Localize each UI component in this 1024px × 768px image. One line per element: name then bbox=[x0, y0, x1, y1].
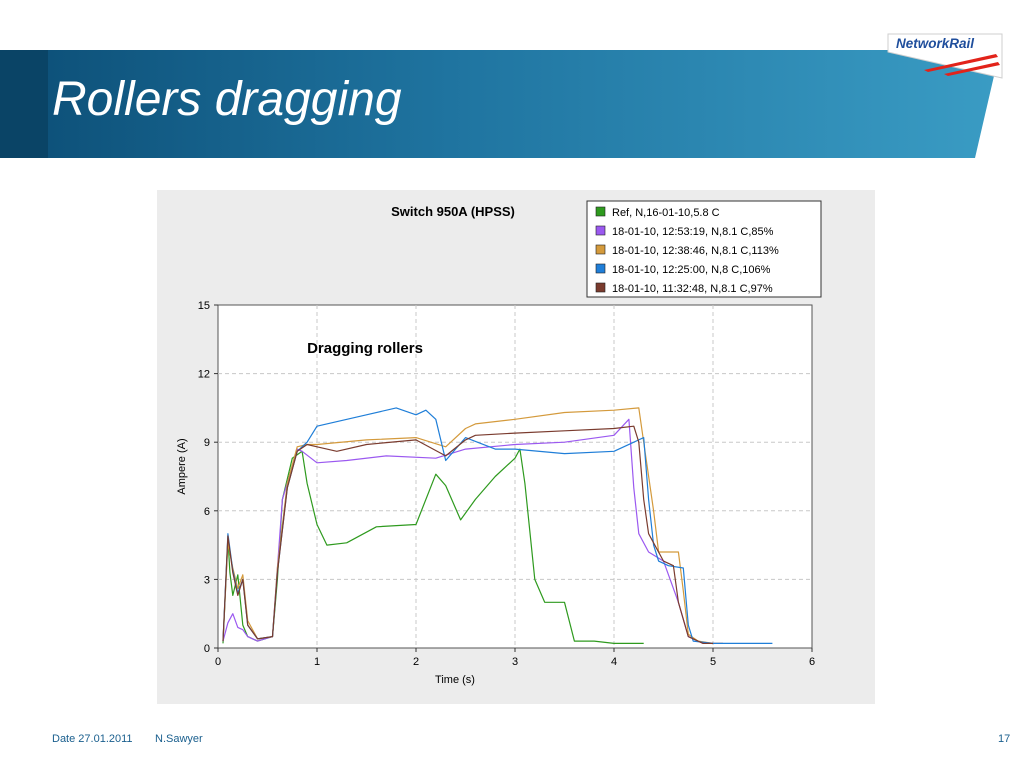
network-rail-logo: NetworkRail bbox=[887, 33, 1003, 79]
y-tick-label: 0 bbox=[204, 643, 210, 655]
legend-box bbox=[586, 200, 822, 298]
footer-author: N.Sawyer bbox=[155, 733, 203, 745]
footer-date: Date 27.01.2011 bbox=[52, 733, 133, 745]
legend-label-2: 18-01-10, 12:53:19, N,8.1 C,85% bbox=[612, 226, 774, 238]
title-banner bbox=[0, 50, 1000, 158]
y-tick-label: 15 bbox=[198, 300, 210, 312]
x-tick-label: 3 bbox=[512, 656, 518, 668]
legend-swatch-1 bbox=[595, 206, 606, 217]
y-axis-label: Ampere (A) bbox=[176, 438, 188, 494]
legend-swatch-5 bbox=[595, 282, 606, 293]
chart-annotation: Dragging rollers bbox=[307, 340, 423, 357]
legend-label-3: 18-01-10, 12:38:46, N,8.1 C,113% bbox=[612, 245, 779, 257]
svg-text:NetworkRail: NetworkRail bbox=[896, 36, 974, 51]
x-tick-label: 6 bbox=[809, 656, 815, 668]
y-tick-label: 12 bbox=[198, 369, 210, 381]
chart-title: Switch 950A (HPSS) bbox=[391, 204, 515, 219]
x-tick-label: 5 bbox=[710, 656, 716, 668]
y-tick-label: 3 bbox=[204, 574, 210, 586]
legend-swatch-2 bbox=[595, 225, 606, 236]
title-banner-edge bbox=[0, 50, 48, 158]
slide-title: Rollers dragging bbox=[52, 73, 402, 126]
y-tick-label: 9 bbox=[204, 437, 210, 449]
series-line-5 bbox=[222, 425, 713, 644]
chart-panel: Switch 950A (HPSS) 0 1 2 3 4 5 6 0 3 6 9 12 15 Time (… bbox=[157, 190, 875, 704]
x-tick-label: 4 bbox=[611, 656, 617, 668]
x-tick-label: 0 bbox=[215, 656, 221, 668]
legend-swatch-3 bbox=[595, 244, 606, 255]
footer-page-number: 17 bbox=[998, 733, 1011, 745]
y-tick-label: 6 bbox=[204, 506, 210, 518]
legend-label-1: Ref, N,16-01-10,5.8 C bbox=[612, 207, 720, 219]
x-tick-label: 2 bbox=[413, 656, 419, 668]
series-line-1 bbox=[222, 448, 644, 644]
series-line-2 bbox=[222, 418, 723, 644]
legend-swatch-4 bbox=[595, 263, 606, 274]
legend-label-4: 18-01-10, 12:25:00, N,8 C,106% bbox=[612, 264, 771, 276]
series-line-3 bbox=[222, 407, 723, 644]
x-axis-label: Time (s) bbox=[435, 674, 475, 686]
legend-label-5: 18-01-10, 11:32:48, N,8.1 C,97% bbox=[612, 283, 773, 295]
x-tick-label: 1 bbox=[314, 656, 320, 668]
